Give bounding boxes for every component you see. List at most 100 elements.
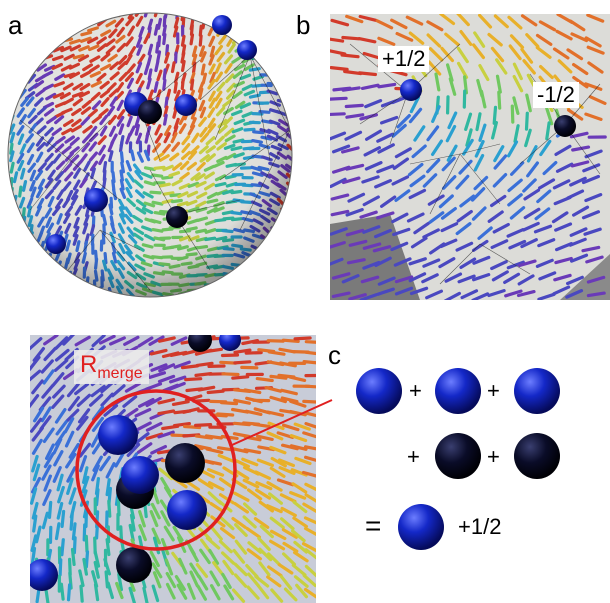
director-rod <box>585 255 604 264</box>
director-rod <box>265 504 283 514</box>
director-rod <box>199 548 211 565</box>
director-rod <box>341 146 360 154</box>
director-rod <box>45 443 55 461</box>
director-rod <box>430 139 444 156</box>
director-rod <box>304 350 316 356</box>
director-rod <box>84 550 90 569</box>
director-rod <box>78 442 92 458</box>
director-rod <box>345 113 365 119</box>
director-rod <box>54 522 61 541</box>
director-rod <box>408 272 427 283</box>
director-rod <box>242 515 257 529</box>
director-rod <box>492 173 508 188</box>
director-rod <box>443 291 461 300</box>
director-rod <box>206 389 225 395</box>
equation-spheres <box>356 368 560 550</box>
director-rod <box>194 422 213 428</box>
director-rod <box>447 111 458 130</box>
director-rod <box>232 548 246 564</box>
label-minus-half: -1/2 <box>533 82 579 109</box>
defect-positive <box>237 40 257 60</box>
director-rod <box>372 245 392 253</box>
director-rod <box>440 222 459 233</box>
director-field-c <box>30 335 316 603</box>
director-rod <box>523 188 541 201</box>
director-rod <box>359 293 378 300</box>
director-rod <box>231 588 246 603</box>
director-rod <box>257 536 271 551</box>
director-rod <box>535 45 552 59</box>
panel-letter-c: c <box>328 340 341 370</box>
director-rod <box>471 206 487 221</box>
director-rod <box>303 587 316 599</box>
director-rod <box>60 538 65 557</box>
director-rod <box>278 361 297 368</box>
director-rod <box>197 574 209 591</box>
director-rod <box>357 37 377 44</box>
director-rod <box>572 75 589 89</box>
director-rod <box>490 194 507 208</box>
director-rod <box>446 144 458 162</box>
director-rod <box>495 58 508 75</box>
director-rod <box>364 129 383 141</box>
director-rod <box>282 541 299 553</box>
director-rod <box>302 502 316 514</box>
director-rod <box>490 46 505 63</box>
director-rod <box>345 208 364 217</box>
defect-positive <box>219 335 241 351</box>
director-rod <box>32 406 45 423</box>
director-rod <box>426 20 444 32</box>
director-rod <box>538 271 557 281</box>
director-rod <box>293 422 311 431</box>
director-rod <box>457 61 469 79</box>
director-rod <box>182 407 200 414</box>
director-rod <box>330 112 346 117</box>
director-rod <box>55 420 68 436</box>
director-rod <box>330 96 348 101</box>
director-rod <box>330 227 348 236</box>
director-rod <box>123 335 140 346</box>
director-rod <box>204 459 222 466</box>
director-rod <box>157 374 176 384</box>
director-rod <box>289 399 307 408</box>
director-rod <box>537 238 556 248</box>
director-rod <box>538 178 556 190</box>
director-rod <box>270 588 284 603</box>
director-rod <box>408 107 423 124</box>
director-rod <box>303 516 316 525</box>
director-rod <box>491 270 509 282</box>
director-rod <box>195 361 214 367</box>
director-rod <box>259 524 274 539</box>
director-rod <box>566 275 584 286</box>
director-rod <box>150 363 168 372</box>
director-rod <box>394 286 414 296</box>
director-rod <box>218 493 235 505</box>
director-rod <box>375 19 394 30</box>
director-rod <box>444 272 463 283</box>
defect-positive <box>30 559 58 591</box>
director-rod <box>523 207 541 220</box>
director-rod <box>581 210 600 220</box>
director-rod <box>31 454 39 473</box>
director-rod <box>473 154 485 172</box>
director-rod <box>52 466 62 483</box>
eq-positive-3 <box>514 368 560 414</box>
director-rod <box>66 382 80 398</box>
panel-a-sphere <box>0 0 310 310</box>
director-rod <box>542 161 558 176</box>
director-rod <box>66 583 72 602</box>
director-rod <box>54 407 67 424</box>
director-rod <box>539 64 554 80</box>
defect-negative <box>138 100 162 124</box>
director-rod <box>258 561 271 577</box>
director-rod <box>90 384 106 398</box>
director-rod <box>88 393 104 407</box>
director-rod <box>392 157 410 170</box>
director-rod <box>377 36 396 46</box>
eq-negative-2 <box>514 433 560 479</box>
director-rod <box>471 292 490 300</box>
eq-plus-4: + <box>487 444 500 469</box>
director-rod <box>267 552 281 566</box>
director-rod <box>445 124 457 143</box>
director-rod <box>149 510 159 528</box>
